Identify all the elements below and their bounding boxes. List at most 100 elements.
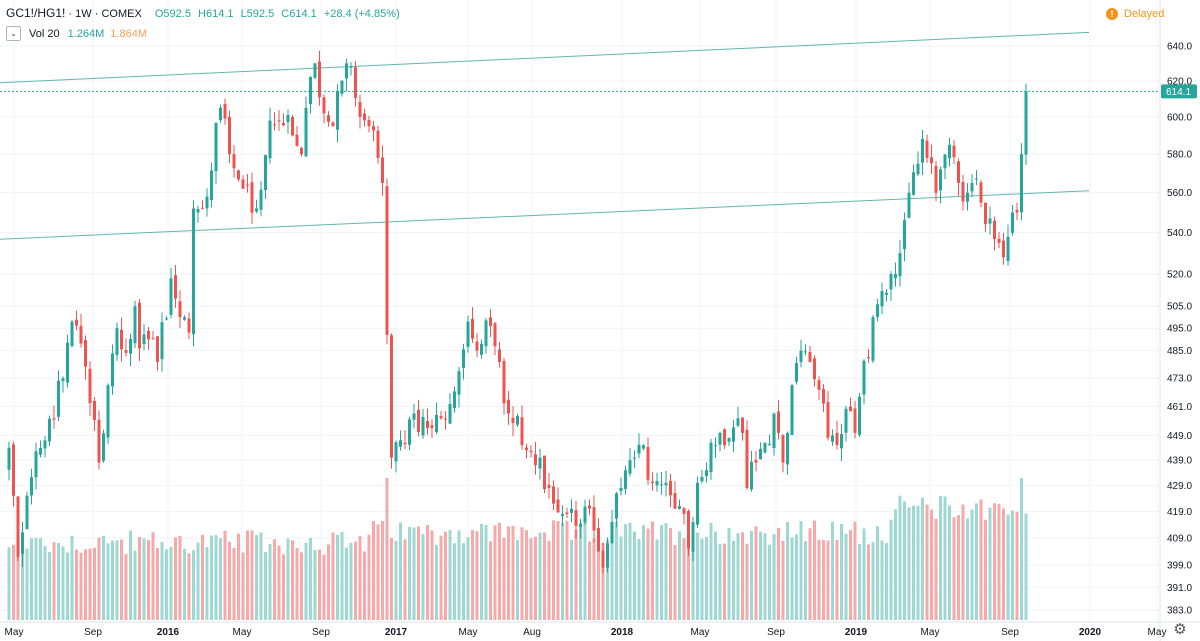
trendline[interactable] [0, 190, 1090, 241]
volume-bar [714, 531, 717, 620]
time-axis[interactable]: May Sep 2016 May Sep 2017 May Aug 2018 May Sep 2019… [0, 621, 1200, 638]
candle-body [979, 182, 983, 203]
candle-body [889, 274, 893, 290]
candle [498, 341, 501, 368]
candle-body [1020, 154, 1023, 213]
candle-body [741, 417, 744, 433]
volume-label[interactable]: Vol 20 [29, 27, 60, 40]
candle-body [813, 358, 816, 380]
candle [102, 429, 105, 463]
delayed-badge[interactable]: ! Delayed [1106, 8, 1164, 20]
candle [529, 445, 533, 458]
candle-body [592, 507, 596, 531]
candle [916, 151, 920, 177]
candle [399, 430, 402, 451]
candle-body [345, 63, 348, 79]
volume-bar [750, 530, 753, 620]
gear-icon[interactable]: ⚙ [1173, 621, 1187, 638]
price-tick-label: 505.0 [1167, 302, 1192, 313]
volume-bar [21, 540, 24, 620]
candle [556, 487, 560, 513]
volume-bar [642, 525, 645, 620]
candle-body [538, 457, 542, 469]
volume-bar [403, 539, 407, 620]
volume-bar [223, 530, 227, 620]
collapse-chevron-icon[interactable]: ⌄ [6, 26, 21, 41]
candle [493, 321, 497, 355]
interval-label[interactable]: 1W [75, 8, 92, 20]
volume-bar [529, 538, 533, 620]
high-value: H614.1 [198, 8, 234, 20]
candle-body [970, 182, 974, 192]
volume-bar [772, 534, 776, 620]
volume-bar [273, 539, 276, 620]
candle [484, 317, 488, 354]
candle [507, 391, 510, 425]
candle [129, 333, 132, 367]
candle-body [430, 425, 434, 429]
candle [790, 384, 794, 436]
volume-bar [633, 531, 636, 620]
candle [466, 315, 470, 353]
candle-body [700, 476, 704, 482]
volume-bar [282, 554, 285, 620]
volume-bar [268, 543, 272, 620]
price-axis[interactable]: 640.0 620.0 600.0 580.0 560.0 540.0 520.0 505.0… [1159, 0, 1192, 641]
candle-body [925, 140, 929, 158]
volume-bar [169, 546, 173, 620]
candle [439, 411, 443, 420]
candle [304, 96, 308, 158]
candle [309, 76, 312, 114]
volume-bar [376, 524, 380, 620]
volume-bar [615, 521, 618, 620]
volume-bar [592, 538, 596, 620]
volume-bar [322, 554, 326, 620]
volume-bar [259, 532, 263, 620]
price-tick-label: 391.0 [1167, 583, 1192, 594]
trendlines[interactable] [0, 31, 1090, 241]
volume-bar [754, 526, 758, 620]
candle [376, 125, 380, 164]
candle-body [178, 301, 182, 318]
candle-body [327, 115, 330, 122]
candle-body [579, 524, 582, 527]
candle-body [147, 330, 150, 340]
candle-body [552, 486, 555, 504]
candle [934, 160, 938, 202]
volume-bar [876, 526, 879, 620]
candle-body [331, 122, 335, 127]
candle-body [124, 350, 128, 353]
price-tick-label: 461.0 [1167, 402, 1192, 413]
candle-body [768, 444, 771, 446]
candle [853, 400, 857, 439]
candle-body [210, 170, 213, 200]
candle [448, 392, 452, 424]
candle-body [975, 178, 978, 180]
candle [453, 386, 456, 413]
candle [30, 468, 33, 505]
candle-body [201, 207, 204, 209]
candle-body [556, 499, 560, 513]
volume-bar [453, 543, 456, 620]
volume-bar [70, 535, 74, 620]
symbol-name[interactable]: GC1!/HG1! [6, 6, 66, 20]
candle [151, 330, 155, 340]
candle-body [75, 319, 78, 326]
candle [268, 107, 272, 164]
price-tick-label: 419.0 [1167, 507, 1192, 518]
volume-bar [637, 539, 641, 620]
low-value: L592.5 [240, 8, 275, 20]
trendline[interactable] [0, 31, 1090, 84]
volume-bar [795, 534, 798, 620]
candle-body [84, 340, 87, 367]
candle-body [223, 104, 227, 119]
volume-bars [7, 478, 1028, 620]
volume-bar [840, 523, 843, 620]
candle-body [885, 292, 888, 295]
volume-bar [975, 503, 978, 620]
candle [642, 444, 645, 451]
candle [880, 282, 884, 315]
candle-body [583, 506, 587, 523]
candle-body [601, 550, 605, 568]
